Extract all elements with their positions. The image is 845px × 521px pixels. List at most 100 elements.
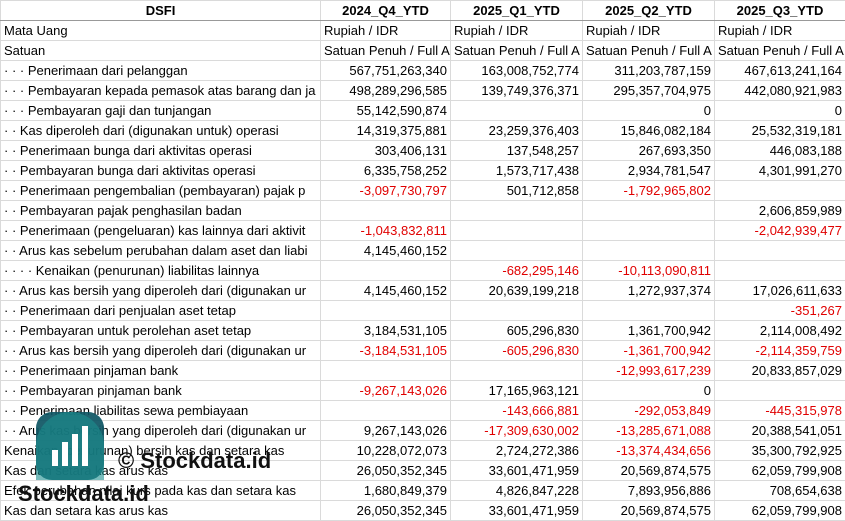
data-row: · · Penerimaan (pengeluaran) kas lainnya… [0, 220, 845, 241]
data-row: · · Penerimaan pengembalian (pembayaran)… [0, 180, 845, 201]
value-cell: 2,934,781,547 [582, 160, 715, 181]
data-row: · · Kas diperoleh dari (digunakan untuk)… [0, 120, 845, 141]
value-cell: 4,301,991,270 [714, 160, 845, 181]
value-cell: 7,893,956,886 [582, 480, 715, 501]
value-cell: 605,296,830 [450, 320, 583, 341]
empty-cell [450, 360, 583, 381]
data-row: · · Arus kas bersih yang diperoleh dari … [0, 280, 845, 301]
row-label: · · Pembayaran pinjaman bank [0, 380, 321, 401]
header-cell: 2024_Q4_YTD [320, 0, 451, 21]
value-cell: 2,724,272,386 [450, 440, 583, 461]
value-cell: 23,259,376,403 [450, 120, 583, 141]
data-row: · · Arus kas bersih yang diperoleh dari … [0, 340, 845, 361]
row-label: · · · · Kenaikan (penurunan) liabilitas … [0, 260, 321, 281]
empty-cell [320, 360, 451, 381]
empty-cell [582, 300, 715, 321]
value-cell: 15,846,082,184 [582, 120, 715, 141]
meta-cell: Rupiah / IDR [450, 20, 583, 41]
meta-cell: Rupiah / IDR [714, 20, 845, 41]
value-cell: 62,059,799,908 [714, 500, 845, 521]
data-row: Kas dan setara kas arus kas 26,050,352,34… [0, 460, 845, 481]
value-cell: 2,114,008,492 [714, 320, 845, 341]
header-cell: 2025_Q3_YTD [714, 0, 845, 21]
value-cell: 0 [714, 100, 845, 121]
empty-cell [714, 180, 845, 201]
value-cell: -292,053,849 [582, 400, 715, 421]
row-label: · · Penerimaan (pengeluaran) kas lainnya… [0, 220, 321, 241]
value-cell: 501,712,858 [450, 180, 583, 201]
value-cell: 708,654,638 [714, 480, 845, 501]
row-label: · · Arus kas sebelum perubahan dalam ase… [0, 240, 321, 261]
row-label: Kas dan setara kas arus kas [0, 500, 321, 521]
empty-cell [450, 200, 583, 221]
value-cell: -13,285,671,088 [582, 420, 715, 441]
row-label: · · Arus kas bersih yang diperoleh dari … [0, 340, 321, 361]
empty-cell [582, 200, 715, 221]
empty-cell [582, 240, 715, 261]
empty-cell [450, 220, 583, 241]
value-cell: 0 [582, 100, 715, 121]
value-cell: -1,361,700,942 [582, 340, 715, 361]
data-row: Kenaikan (penurunan) bersih kas dan seta… [0, 440, 845, 461]
data-row: · · Pembayaran untuk perolehan aset teta… [0, 320, 845, 341]
header-cell: 2025_Q1_YTD [450, 0, 583, 21]
meta-cell: Satuan Penuh / Full A [450, 40, 583, 61]
data-row: · · · · Kenaikan (penurunan) liabilitas … [0, 260, 845, 281]
row-label: · · · Penerimaan dari pelanggan [0, 60, 321, 81]
value-cell: 10,228,072,073 [320, 440, 451, 461]
row-label: · · · Pembayaran kepada pemasok atas bar… [0, 80, 321, 101]
header-cell: 2025_Q2_YTD [582, 0, 715, 21]
value-cell: -605,296,830 [450, 340, 583, 361]
value-cell: 25,532,319,181 [714, 120, 845, 141]
data-row: · · · Pembayaran kepada pemasok atas bar… [0, 80, 845, 101]
value-cell: 267,693,350 [582, 140, 715, 161]
value-cell: 6,335,758,252 [320, 160, 451, 181]
meta-cell: Rupiah / IDR [320, 20, 451, 41]
value-cell: -3,097,730,797 [320, 180, 451, 201]
value-cell: -12,993,617,239 [582, 360, 715, 381]
value-cell: 17,165,963,121 [450, 380, 583, 401]
empty-cell [450, 300, 583, 321]
row-label: Kenaikan (penurunan) bersih kas dan seta… [0, 440, 321, 461]
value-cell: 20,639,199,218 [450, 280, 583, 301]
empty-cell [582, 220, 715, 241]
row-label: · · Penerimaan pengembalian (pembayaran)… [0, 180, 321, 201]
header-row: DSFI 2024_Q4_YTD 2025_Q1_YTD 2025_Q2_YTD 202… [0, 0, 845, 21]
value-cell: 498,289,296,585 [320, 80, 451, 101]
empty-cell [320, 260, 451, 281]
value-cell: 33,601,471,959 [450, 460, 583, 481]
value-cell: 3,184,531,105 [320, 320, 451, 341]
value-cell: 4,826,847,228 [450, 480, 583, 501]
value-cell: 139,749,376,371 [450, 80, 583, 101]
empty-cell [320, 200, 451, 221]
value-cell: 62,059,799,908 [714, 460, 845, 481]
value-cell: -10,113,090,811 [582, 260, 715, 281]
value-cell: 311,203,787,159 [582, 60, 715, 81]
value-cell: 0 [582, 380, 715, 401]
data-row: · · · Penerimaan dari pelanggan 567,751,2… [0, 60, 845, 81]
value-cell: -9,267,143,026 [320, 380, 451, 401]
value-cell: 26,050,352,345 [320, 500, 451, 521]
value-cell: 33,601,471,959 [450, 500, 583, 521]
row-label: · · Penerimaan dari penjualan aset tetap [0, 300, 321, 321]
empty-cell [714, 240, 845, 261]
meta-cell: Satuan Penuh / Full A [582, 40, 715, 61]
value-cell: 467,613,241,164 [714, 60, 845, 81]
value-cell: 20,569,874,575 [582, 500, 715, 521]
data-row: · · Penerimaan pinjaman bank -12,993,617,… [0, 360, 845, 381]
value-cell: 26,050,352,345 [320, 460, 451, 481]
value-cell: 20,388,541,051 [714, 420, 845, 441]
empty-cell [714, 380, 845, 401]
row-label: · · Penerimaan pinjaman bank [0, 360, 321, 381]
value-cell: 442,080,921,983 [714, 80, 845, 101]
header-cell: DSFI [0, 0, 321, 21]
value-cell: 55,142,590,874 [320, 100, 451, 121]
meta-cell: Rupiah / IDR [582, 20, 715, 41]
value-cell: 14,319,375,881 [320, 120, 451, 141]
row-label: · · Penerimaan liabilitas sewa pembiayaa… [0, 400, 321, 421]
value-cell: 303,406,131 [320, 140, 451, 161]
value-cell: 35,300,792,925 [714, 440, 845, 461]
row-label: · · Arus kas bersih yang diperoleh dari … [0, 280, 321, 301]
